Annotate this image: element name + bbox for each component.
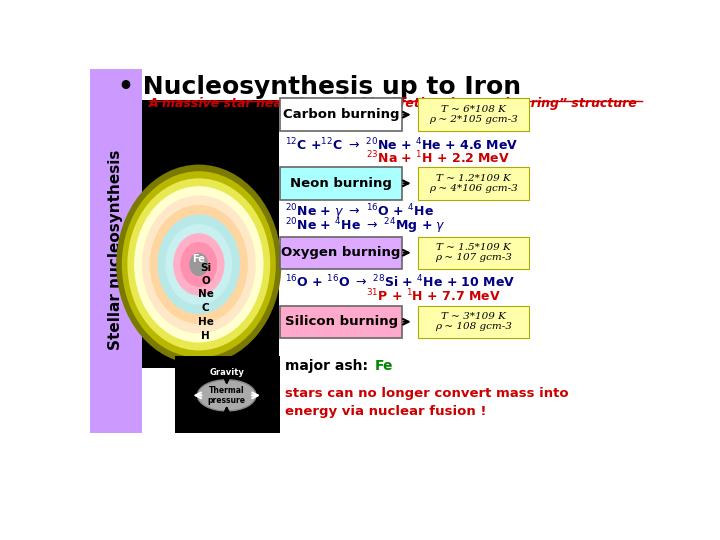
FancyBboxPatch shape: [90, 69, 142, 433]
Text: $^{20}$Ne + $\gamma$ $\to$ $^{16}$O + $^{4}$He: $^{20}$Ne + $\gamma$ $\to$ $^{16}$O + $^…: [285, 202, 434, 222]
Text: Neon burning: Neon burning: [290, 177, 392, 190]
Ellipse shape: [166, 224, 233, 305]
Ellipse shape: [122, 171, 276, 357]
Text: Stellar nucleosynthesis: Stellar nucleosynthesis: [108, 150, 123, 350]
Text: O: O: [201, 276, 210, 286]
Text: stars can no longer convert mass into: stars can no longer convert mass into: [285, 387, 569, 400]
Ellipse shape: [158, 214, 240, 314]
Text: T ~ 1.5*109 K
ρ ~ 107 gcm-3: T ~ 1.5*109 K ρ ~ 107 gcm-3: [435, 243, 512, 262]
Text: Si: Si: [200, 263, 211, 273]
Ellipse shape: [150, 205, 248, 324]
Text: $^{31}$P + $^{1}$H + 7.7 MeV: $^{31}$P + $^{1}$H + 7.7 MeV: [366, 288, 501, 304]
Text: Ne: Ne: [197, 289, 213, 299]
Text: energy via nuclear fusion !: energy via nuclear fusion !: [285, 406, 487, 419]
Ellipse shape: [116, 165, 282, 364]
FancyBboxPatch shape: [418, 306, 529, 338]
FancyBboxPatch shape: [418, 167, 529, 199]
Text: major ash:: major ash:: [285, 359, 373, 373]
Ellipse shape: [134, 186, 264, 342]
Text: Fe: Fe: [192, 254, 205, 265]
FancyBboxPatch shape: [175, 356, 279, 433]
Text: $^{23}$Na + $^{1}$H + 2.2 MeV: $^{23}$Na + $^{1}$H + 2.2 MeV: [366, 150, 510, 167]
FancyBboxPatch shape: [279, 237, 402, 269]
Text: Oxygen burning: Oxygen burning: [282, 246, 401, 259]
Ellipse shape: [127, 178, 270, 350]
Ellipse shape: [189, 253, 208, 276]
Text: $^{20}$Ne + $^{4}$He $\to$ $^{24}$Mg + $\gamma$: $^{20}$Ne + $^{4}$He $\to$ $^{24}$Mg + $…: [285, 216, 446, 235]
Text: T ~ 3*109 K
ρ ~ 108 gcm-3: T ~ 3*109 K ρ ~ 108 gcm-3: [435, 312, 512, 332]
FancyBboxPatch shape: [418, 237, 529, 269]
Text: T ~ 6*108 K
ρ ~ 2*105 gcm-3: T ~ 6*108 K ρ ~ 2*105 gcm-3: [429, 105, 518, 124]
Text: Carbon burning: Carbon burning: [283, 108, 400, 121]
Text: Fe: Fe: [374, 359, 393, 373]
FancyBboxPatch shape: [279, 98, 402, 131]
FancyBboxPatch shape: [418, 98, 529, 131]
Ellipse shape: [181, 242, 217, 287]
Text: • Nucleosynthesis up to Iron: • Nucleosynthesis up to Iron: [118, 75, 521, 99]
Text: Gravity: Gravity: [210, 368, 244, 377]
Text: H: H: [201, 331, 210, 341]
Text: C: C: [202, 302, 210, 313]
FancyBboxPatch shape: [142, 100, 279, 368]
Ellipse shape: [173, 233, 225, 295]
Text: $^{16}$O + $^{16}$O $\to$ $^{28}$Si + $^{4}$He + 10 MeV: $^{16}$O + $^{16}$O $\to$ $^{28}$Si + $^…: [285, 274, 516, 291]
Text: A massive star near the end of its lifetime has “onion ring” structure: A massive star near the end of its lifet…: [148, 97, 637, 110]
FancyBboxPatch shape: [279, 306, 402, 338]
Ellipse shape: [197, 380, 256, 411]
Text: He: He: [197, 317, 213, 327]
Ellipse shape: [142, 195, 256, 333]
Text: Thermal
pressure: Thermal pressure: [207, 386, 246, 405]
FancyBboxPatch shape: [279, 167, 402, 199]
Text: Silicon burning: Silicon burning: [284, 315, 397, 328]
Text: $^{12}$C +$^{12}$C $\to$ $^{20}$Ne + $^{4}$He + 4.6 MeV: $^{12}$C +$^{12}$C $\to$ $^{20}$Ne + $^{…: [285, 136, 518, 153]
Text: T ~ 1.2*109 K
ρ ~ 4*106 gcm-3: T ~ 1.2*109 K ρ ~ 4*106 gcm-3: [429, 173, 518, 193]
